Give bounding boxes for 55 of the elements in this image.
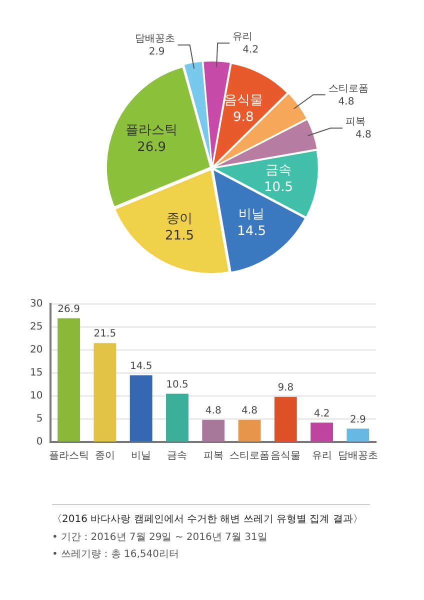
data-label: 14.5 <box>130 360 152 372</box>
slice-label: 종이 <box>166 211 192 226</box>
x-tick-label: 음식물 <box>270 450 301 462</box>
bar <box>274 396 297 442</box>
data-label: 2.9 <box>148 46 165 58</box>
y-tick-label: 5 <box>36 414 43 425</box>
bar <box>94 343 116 442</box>
data-label: 9.8 <box>233 110 254 125</box>
y-tick-label: 0 <box>36 436 43 448</box>
bar <box>238 420 261 442</box>
bar <box>58 318 80 442</box>
x-tick-label: 피복 <box>203 450 224 462</box>
slice-label: 피복 <box>345 116 366 128</box>
text: 〈2016 바다사랑 캠페인에서 수거한 해변 쓰레기 유형별 집계 결과〉 <box>52 514 364 526</box>
slice-label: 담배꽁초 <box>134 34 175 45</box>
y-tick-label: 20 <box>30 344 43 356</box>
data-label: 21.5 <box>94 328 116 340</box>
data-label: 4.8 <box>205 406 222 417</box>
data-label: 4.8 <box>338 96 354 108</box>
x-tick-label: 담배꽁초 <box>338 450 378 462</box>
slice-label: 플라스틱 <box>126 122 178 138</box>
y-tick-label: 30 <box>30 298 43 310</box>
data-label: 4.2 <box>242 44 259 56</box>
text: • 기간 : 2016년 7월 29일 ~ 2016년 7월 31일 <box>52 532 268 544</box>
bar <box>202 420 225 442</box>
bar <box>166 394 188 442</box>
text: • 쓰레기량 : 총 16,540리터 <box>52 549 180 561</box>
x-tick-label: 스티로폼 <box>230 450 270 462</box>
y-tick-label: 15 <box>30 368 43 379</box>
slice-label: 유리 <box>232 32 253 43</box>
slice-label: 음식물 <box>224 92 263 108</box>
x-tick-label: 종이 <box>94 450 115 462</box>
data-label: 4.8 <box>356 130 372 141</box>
x-tick-label: 플라스틱 <box>48 450 89 462</box>
data-label: 4.2 <box>314 408 330 420</box>
data-label: 26.9 <box>137 140 166 155</box>
data-label: 2.9 <box>350 414 366 426</box>
data-label: 9.8 <box>278 382 294 394</box>
x-tick-label: 유리 <box>312 450 332 462</box>
slice-label: 비닐 <box>238 206 265 222</box>
data-label: 21.5 <box>165 228 194 244</box>
data-label: 10.5 <box>264 180 293 195</box>
x-tick-label: 금속 <box>167 450 188 462</box>
slice-label: 금속 <box>266 162 292 178</box>
x-tick-label: 비닐 <box>131 450 152 462</box>
bar <box>346 428 370 442</box>
y-tick-label: 10 <box>30 390 43 402</box>
y-tick-label: 25 <box>30 322 43 333</box>
data-label: 10.5 <box>166 379 188 390</box>
data-label: 14.5 <box>237 224 266 239</box>
bar <box>130 375 152 442</box>
data-label: 4.8 <box>242 406 258 417</box>
slice-label: 스티로폼 <box>328 83 368 94</box>
bar <box>310 422 333 442</box>
data-label: 26.9 <box>58 304 80 315</box>
